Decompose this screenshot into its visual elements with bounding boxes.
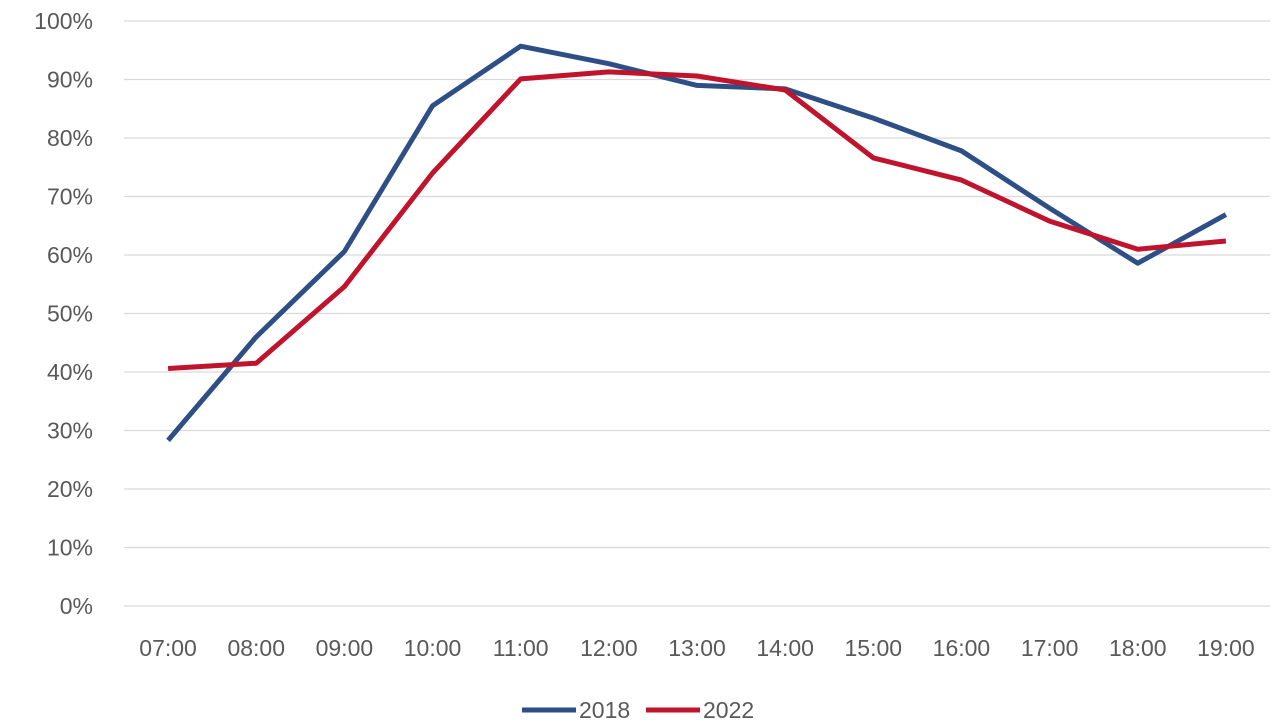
y-tick-label: 100% <box>34 8 93 34</box>
x-tick-label: 11:00 <box>493 635 549 661</box>
x-tick-label: 15:00 <box>845 635 903 661</box>
gridlines <box>124 20 1270 607</box>
legend-label: 2018 <box>579 697 630 723</box>
y-axis: 0% 10% 20% 30% 40% 50% 60% 70% 80% 90% 100% <box>34 8 93 619</box>
x-tick-label: 14:00 <box>756 635 814 661</box>
y-tick-label: 20% <box>47 476 93 502</box>
y-tick-label: 80% <box>47 125 93 151</box>
x-tick-label: 18:00 <box>1109 635 1167 661</box>
y-tick-label: 30% <box>47 418 93 444</box>
legend: 2018 2022 <box>522 697 754 723</box>
x-tick-label: 10:00 <box>404 635 462 661</box>
series-line-2018 <box>166 43 1228 443</box>
y-tick-label: 0% <box>60 593 93 619</box>
y-tick-label: 50% <box>47 301 93 327</box>
x-tick-label: 16:00 <box>933 635 991 661</box>
y-tick-label: 60% <box>47 242 93 268</box>
x-tick-label: 19:00 <box>1197 635 1255 661</box>
series-line-2022 <box>167 69 1227 371</box>
legend-label: 2022 <box>703 697 754 723</box>
y-tick-label: 40% <box>47 359 93 385</box>
y-tick-label: 70% <box>47 184 93 210</box>
y-tick-label: 90% <box>47 67 93 93</box>
x-tick-label: 13:00 <box>668 635 726 661</box>
x-tick-label: 09:00 <box>316 635 374 661</box>
series-lines <box>166 43 1228 443</box>
x-tick-label: 17:00 <box>1021 635 1079 661</box>
x-tick-label: 07:00 <box>139 635 197 661</box>
x-tick-label: 08:00 <box>227 635 285 661</box>
x-tick-label: 12:00 <box>580 635 638 661</box>
y-tick-label: 10% <box>47 535 93 561</box>
x-axis: 07:00 08:00 09:00 10:00 11:00 12:00 13:00 14:00… <box>139 635 1254 661</box>
